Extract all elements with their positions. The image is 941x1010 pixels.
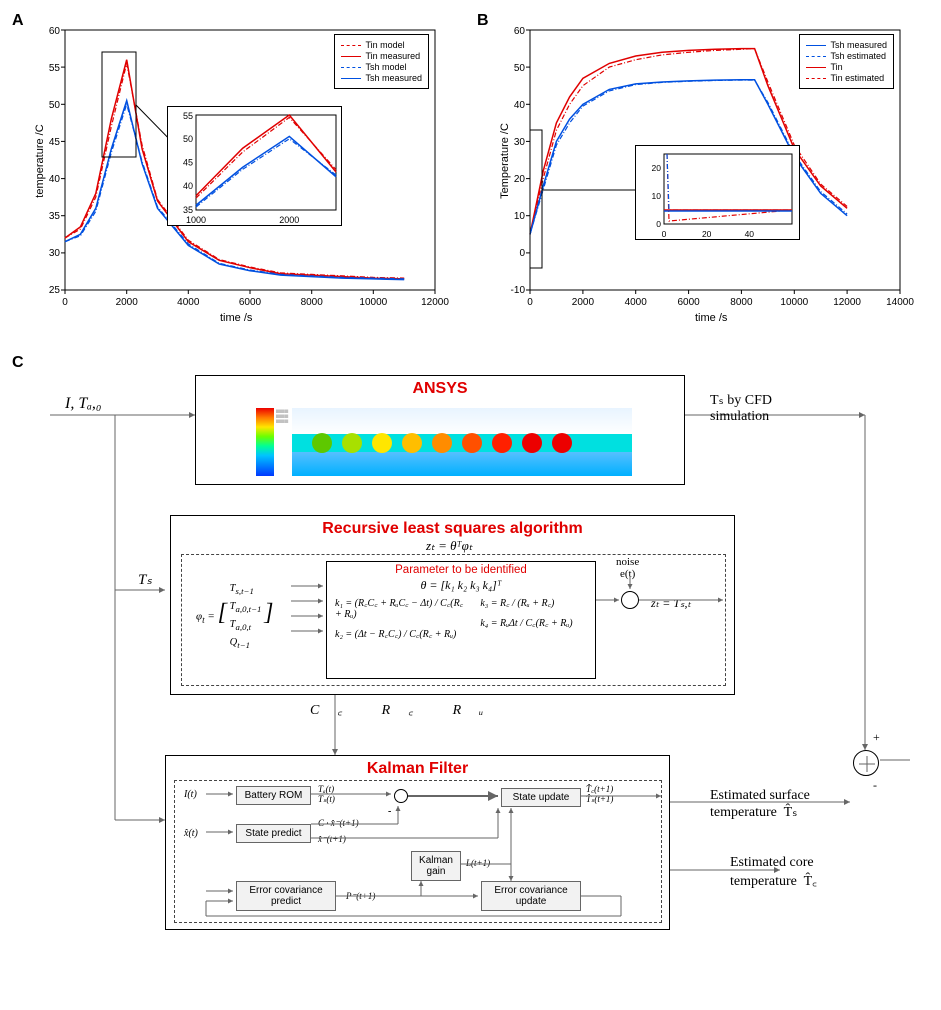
- legend-label: Tin estimated: [830, 73, 884, 83]
- panel-a-inset: 35 40 45 50 55 1000 2000: [167, 106, 342, 226]
- svg-text:14000: 14000: [886, 297, 914, 308]
- legend-label: Tsh model: [365, 62, 406, 72]
- panel-c-label: C: [12, 354, 24, 372]
- svg-text:45: 45: [183, 158, 193, 168]
- svg-text:40: 40: [514, 100, 526, 111]
- svg-text:55: 55: [183, 111, 193, 121]
- panel-a-label: A: [12, 12, 24, 30]
- svg-text:6000: 6000: [239, 297, 262, 308]
- svg-text:12000: 12000: [421, 297, 449, 308]
- panel-b: B -10010 203040 5060 020004000 600080001…: [475, 10, 930, 330]
- panel-a-ylabel: temperature /C: [34, 111, 46, 211]
- top-row: A 253035 404550 5560 020004000 600080001…: [10, 10, 931, 330]
- svg-text:0: 0: [62, 297, 68, 308]
- svg-text:30: 30: [514, 137, 526, 148]
- panel-b-xlabel: time /s: [695, 312, 727, 324]
- ansys-output-label: Tₛ by CFD simulation: [710, 392, 772, 425]
- svg-text:8000: 8000: [301, 297, 324, 308]
- legend-label: Tin measured: [365, 51, 420, 61]
- svg-text:50: 50: [49, 100, 61, 111]
- svg-text:0: 0: [656, 219, 661, 229]
- est-ts-label: Estimated surface temperature T̂ₛ: [710, 788, 810, 821]
- svg-text:25: 25: [49, 285, 61, 296]
- panel-b-legend: Tsh measured Tsh estimated Tin Tin estim…: [799, 34, 894, 89]
- svg-text:40: 40: [183, 181, 193, 191]
- svg-text:20: 20: [652, 163, 662, 173]
- svg-text:20: 20: [514, 174, 526, 185]
- svg-text:60: 60: [49, 26, 61, 37]
- ansys-block: ANSYS ||||||||||||||||||||||||||||||||||…: [195, 375, 685, 485]
- svg-text:60: 60: [514, 26, 526, 37]
- svg-text:8000: 8000: [730, 297, 753, 308]
- panel-b-inset: 0 10 20 0 20 40: [635, 145, 800, 240]
- panel-a-legend: Tin model Tin measured Tsh model Tsh mea…: [334, 34, 429, 89]
- svg-text:0: 0: [519, 248, 525, 259]
- svg-text:10000: 10000: [359, 297, 387, 308]
- legend-label: Tin model: [365, 40, 404, 50]
- svg-text:10000: 10000: [780, 297, 808, 308]
- legend-label: Tin: [830, 62, 842, 72]
- figure-container: A 253035 404550 5560 020004000 600080001…: [10, 10, 931, 940]
- svg-text:6000: 6000: [677, 297, 700, 308]
- cfd-strip: [292, 408, 632, 476]
- svg-text:4000: 4000: [625, 297, 648, 308]
- svg-text:2000: 2000: [116, 297, 139, 308]
- legend-label: Tsh estimated: [830, 51, 886, 61]
- panel-a-xlabel: time /s: [220, 312, 252, 324]
- ansys-title: ANSYS: [196, 380, 684, 398]
- colorbar-icon: [256, 408, 274, 476]
- svg-text:45: 45: [49, 137, 61, 148]
- svg-text:40: 40: [745, 229, 755, 239]
- svg-text:40: 40: [49, 174, 61, 185]
- colorbar-labels: ||||||||||||||||||||||||||||||||||||: [276, 408, 292, 476]
- svg-text:55: 55: [49, 63, 61, 74]
- svg-text:1000: 1000: [186, 215, 206, 225]
- legend-label: Tsh measured: [830, 40, 887, 50]
- ansys-image: ||||||||||||||||||||||||||||||||||||: [256, 408, 632, 476]
- svg-text:2000: 2000: [572, 297, 595, 308]
- svg-text:50: 50: [183, 134, 193, 144]
- svg-text:30: 30: [49, 248, 61, 259]
- panel-b-ylabel: Temperature /C: [499, 111, 511, 211]
- svg-text:2000: 2000: [279, 215, 299, 225]
- est-tc-label: Estimated core temperature T̂꜀: [730, 855, 817, 890]
- panel-a: A 25 30 35 40 45 50 55 60 0 2000 4000 6000 8000 1…: [10, 10, 465, 330]
- panel-c: C: [10, 360, 931, 940]
- legend-label: Tsh measured: [365, 73, 422, 83]
- panel-b-label: B: [477, 12, 489, 30]
- rls-block: Recursive least squares algorithm zₜ = θ…: [170, 515, 735, 695]
- svg-text:50: 50: [514, 63, 526, 74]
- svg-text:12000: 12000: [833, 297, 861, 308]
- svg-text:10: 10: [514, 211, 526, 222]
- svg-text:20: 20: [702, 229, 712, 239]
- svg-text:4000: 4000: [177, 297, 200, 308]
- comparator-node: [853, 750, 879, 776]
- input-label: I, Tₐ,₀: [65, 395, 101, 413]
- svg-text:-10: -10: [511, 285, 526, 296]
- svg-text:0: 0: [662, 229, 667, 239]
- svg-text:10: 10: [652, 191, 662, 201]
- ts-input-label: Tₛ: [138, 570, 152, 589]
- svg-text:35: 35: [183, 205, 193, 215]
- svg-text:35: 35: [49, 211, 61, 222]
- svg-text:0: 0: [527, 297, 533, 308]
- params-out: C꜀ R꜀ Rᵤ: [310, 700, 501, 719]
- kalman-block: Kalman Filter I(t) x̂(t) Battery ROM Tₐ(…: [165, 755, 670, 930]
